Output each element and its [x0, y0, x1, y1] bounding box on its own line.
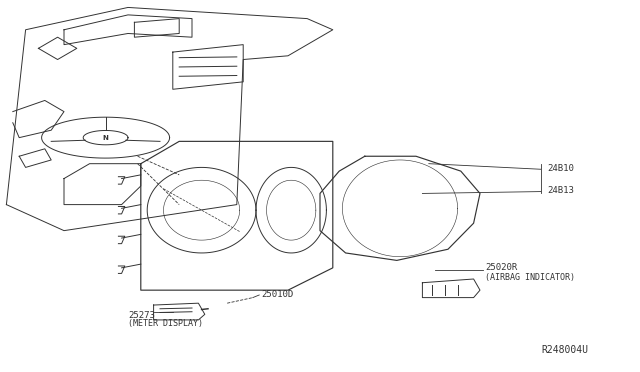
Text: 25010D: 25010D	[261, 291, 293, 299]
Text: (METER DISPLAY): (METER DISPLAY)	[128, 319, 203, 328]
Text: N: N	[102, 135, 109, 141]
Text: (AIRBAG INDICATOR): (AIRBAG INDICATOR)	[485, 273, 575, 282]
Text: 25020R: 25020R	[485, 263, 517, 272]
Text: 24B10: 24B10	[547, 164, 574, 173]
Text: 25273: 25273	[128, 311, 155, 320]
Text: 24B13: 24B13	[547, 186, 574, 195]
Text: R248004U: R248004U	[542, 345, 589, 355]
